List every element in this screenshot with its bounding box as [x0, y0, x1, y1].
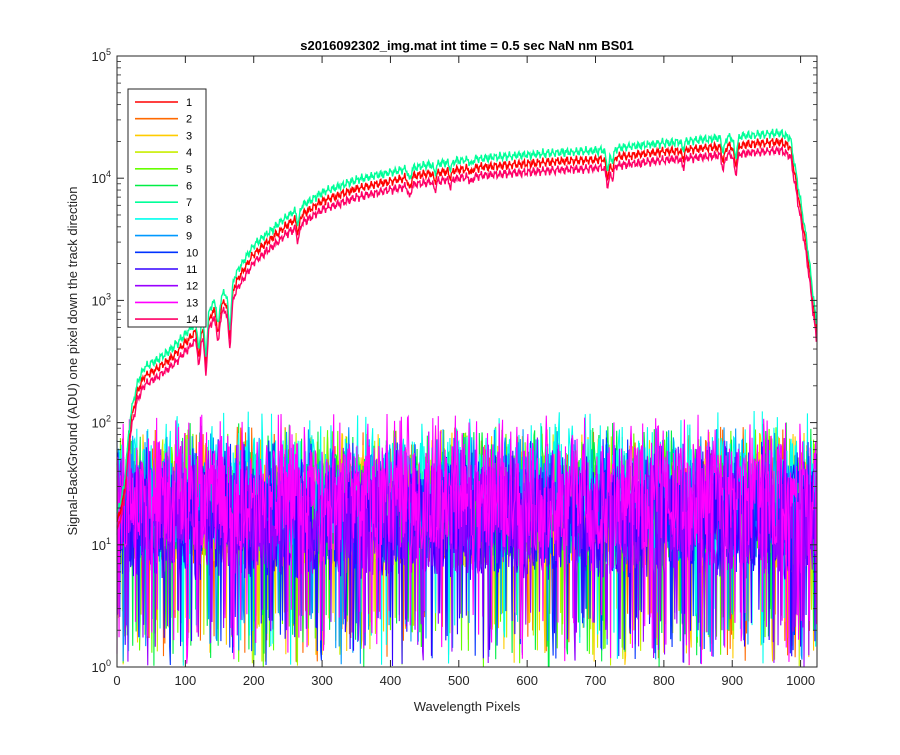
y-tick-label: 105 — [92, 47, 111, 64]
x-tick-label: 1000 — [786, 673, 815, 688]
legend-label: 14 — [186, 314, 198, 326]
series-13-line — [116, 414, 817, 666]
legend-entry: 7 — [135, 197, 192, 209]
x-tick-label: 600 — [516, 673, 538, 688]
x-tick-label: 700 — [585, 673, 607, 688]
legend-label: 12 — [186, 281, 198, 293]
legend-box — [127, 88, 207, 328]
legend-entry: 10 — [135, 247, 198, 259]
y-tick-label: 102 — [92, 414, 111, 431]
series-7-line — [116, 128, 818, 514]
chart-title: s2016092302_img.mat int time = 0.5 sec N… — [300, 38, 634, 53]
legend-label: 10 — [186, 247, 198, 259]
legend-label: 1 — [186, 97, 192, 109]
legend-entry: 4 — [135, 147, 192, 159]
y-tick-label: 101 — [92, 536, 111, 553]
legend-label: 13 — [186, 297, 198, 309]
ticks-layer: 0 100 200 300 400 500 600 700 800 900 100010010110… — [92, 47, 817, 688]
legend-label: 8 — [186, 214, 192, 226]
legend-label: 6 — [186, 181, 192, 193]
legend-entry: 8 — [135, 214, 192, 226]
y-tick-label: 100 — [92, 658, 111, 675]
legend-label: 7 — [186, 197, 192, 209]
legend-entry: 6 — [135, 181, 192, 193]
series-1-line — [116, 136, 818, 522]
legend-entry: 2 — [135, 114, 192, 126]
legend-entry: 12 — [135, 281, 198, 293]
legend-entry: 13 — [135, 297, 198, 309]
y-axis-label: Signal-BackGround (ADU) one pixel down t… — [65, 186, 80, 535]
y-tick-label: 103 — [92, 291, 111, 308]
x-tick-label: 0 — [113, 673, 120, 688]
legend-entry: 1 — [135, 97, 192, 109]
x-tick-label: 200 — [243, 673, 265, 688]
legend-label: 5 — [186, 164, 192, 176]
x-tick-label: 400 — [380, 673, 402, 688]
x-tick-label: 900 — [721, 673, 743, 688]
legend-entry: 3 — [135, 130, 192, 142]
x-tick-label: 300 — [311, 673, 333, 688]
legend-label: 2 — [186, 114, 192, 126]
legend-entry: 9 — [135, 231, 192, 243]
x-tick-label: 800 — [653, 673, 675, 688]
legend-label: 9 — [186, 231, 192, 243]
x-tick-label: 500 — [448, 673, 470, 688]
legend-entry: 14 — [135, 314, 198, 326]
legend-label: 3 — [186, 130, 192, 142]
legend-label: 4 — [186, 147, 192, 159]
legend-label: 11 — [186, 264, 197, 276]
x-axis-label: Wavelength Pixels — [414, 699, 521, 714]
x-tick-label: 100 — [175, 673, 197, 688]
legend-entry: 5 — [135, 164, 192, 176]
axes-box — [116, 55, 818, 668]
series-14-line — [116, 145, 818, 530]
legend-entry: 11 — [135, 264, 197, 276]
series-layer — [116, 128, 818, 668]
y-tick-label: 104 — [92, 169, 111, 186]
